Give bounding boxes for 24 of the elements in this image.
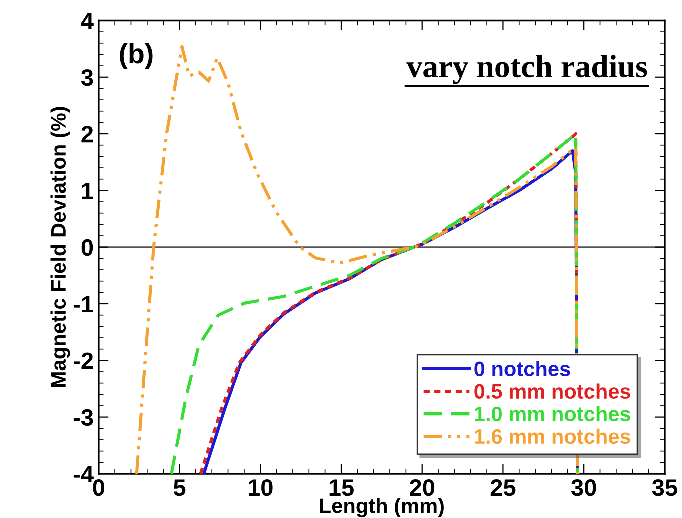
y-tick-label: 4 bbox=[81, 13, 94, 30]
x-tick-label: 35 bbox=[652, 479, 678, 496]
x-tick-label: 15 bbox=[330, 480, 354, 496]
annotation: (b) bbox=[120, 43, 153, 70]
x-tick-label: 10 bbox=[248, 479, 273, 496]
y-tick-label: 0 bbox=[82, 239, 94, 256]
annotation: vary notch radius bbox=[406, 55, 648, 84]
legend-label: 0 notches bbox=[474, 361, 570, 376]
y-tick-label: -2 bbox=[74, 352, 94, 370]
legend-label: 1.6 mm notches bbox=[475, 428, 630, 444]
y-tick-label: -4 bbox=[74, 466, 94, 483]
x-tick-label: 5 bbox=[174, 480, 186, 496]
x-tick-label: 25 bbox=[490, 479, 516, 496]
y-tick-label: -1 bbox=[74, 296, 94, 313]
y-tick-label: 2 bbox=[82, 126, 94, 143]
legend-label: 1.0 mm notches bbox=[475, 406, 630, 422]
y-tick-label: 1 bbox=[82, 183, 94, 200]
x-axis-title: Length (mm) bbox=[320, 498, 444, 518]
x-tick-label: 30 bbox=[571, 479, 596, 496]
y-tick-label: 3 bbox=[81, 69, 94, 86]
x-tick-label: 20 bbox=[410, 479, 435, 496]
y-tick-label: -3 bbox=[74, 409, 94, 426]
legend-label: 0.5 mm notches bbox=[474, 384, 630, 400]
y-axis-title: Magnetic Field Deviation (%) bbox=[50, 107, 70, 388]
